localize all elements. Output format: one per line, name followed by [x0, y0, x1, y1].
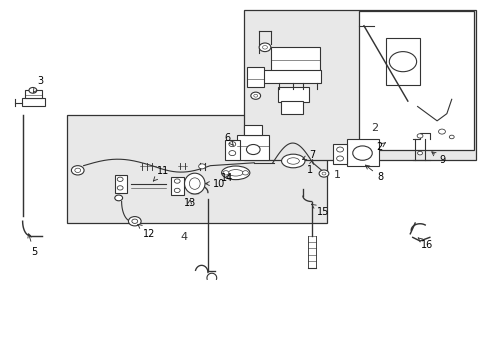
Circle shape — [322, 172, 325, 175]
Ellipse shape — [184, 173, 204, 194]
Circle shape — [128, 217, 141, 226]
Circle shape — [242, 171, 248, 175]
Text: 4: 4 — [180, 232, 187, 242]
Text: 9: 9 — [431, 152, 445, 165]
Text: 1: 1 — [333, 170, 340, 180]
Text: 16: 16 — [417, 238, 432, 250]
Bar — [281, 101, 303, 114]
Circle shape — [115, 195, 122, 201]
Circle shape — [228, 141, 235, 147]
Ellipse shape — [286, 158, 299, 164]
Text: 6: 6 — [224, 133, 233, 145]
Text: 13: 13 — [183, 198, 195, 208]
Circle shape — [448, 135, 453, 139]
Circle shape — [246, 144, 260, 154]
Text: 10: 10 — [205, 179, 224, 189]
Bar — [385, 39, 419, 85]
Text: 14: 14 — [221, 173, 233, 183]
Circle shape — [71, 166, 84, 175]
Bar — [243, 125, 262, 135]
Circle shape — [352, 146, 371, 160]
Ellipse shape — [281, 154, 305, 168]
Circle shape — [174, 179, 180, 183]
Text: 1: 1 — [306, 159, 313, 175]
Bar — [171, 177, 183, 195]
Ellipse shape — [221, 166, 249, 180]
Bar — [332, 144, 346, 164]
Bar — [21, 98, 45, 107]
Bar — [244, 10, 475, 160]
Text: 11: 11 — [153, 166, 169, 181]
Circle shape — [416, 134, 422, 138]
Circle shape — [336, 147, 343, 152]
Text: 7: 7 — [302, 150, 315, 160]
Bar — [115, 175, 127, 193]
Text: 2: 2 — [370, 123, 378, 133]
Circle shape — [253, 94, 257, 97]
Bar — [358, 12, 473, 149]
Circle shape — [228, 150, 235, 156]
Circle shape — [132, 219, 138, 224]
Bar — [271, 47, 320, 71]
Ellipse shape — [228, 170, 243, 176]
Bar — [263, 69, 320, 83]
Bar — [25, 90, 42, 98]
Text: 3: 3 — [33, 76, 43, 93]
Circle shape — [117, 186, 123, 190]
Circle shape — [262, 45, 267, 49]
Bar — [237, 135, 268, 160]
Circle shape — [438, 129, 445, 134]
Circle shape — [174, 188, 180, 193]
Bar — [246, 67, 264, 87]
Circle shape — [388, 51, 416, 72]
Ellipse shape — [189, 178, 200, 189]
Text: 2: 2 — [375, 142, 385, 152]
Circle shape — [417, 151, 422, 155]
Bar — [66, 116, 327, 223]
Circle shape — [117, 177, 123, 181]
Circle shape — [250, 92, 260, 99]
Text: 12: 12 — [138, 224, 155, 239]
Circle shape — [223, 171, 228, 175]
Bar — [277, 87, 309, 102]
Text: 5: 5 — [28, 234, 37, 257]
Circle shape — [198, 164, 205, 169]
Circle shape — [75, 168, 81, 172]
Text: 8: 8 — [365, 165, 383, 182]
Circle shape — [336, 156, 343, 161]
Bar — [346, 139, 378, 166]
Text: 15: 15 — [311, 204, 328, 217]
Circle shape — [259, 43, 270, 51]
Circle shape — [29, 87, 37, 93]
Bar — [224, 140, 239, 159]
Circle shape — [319, 170, 328, 177]
